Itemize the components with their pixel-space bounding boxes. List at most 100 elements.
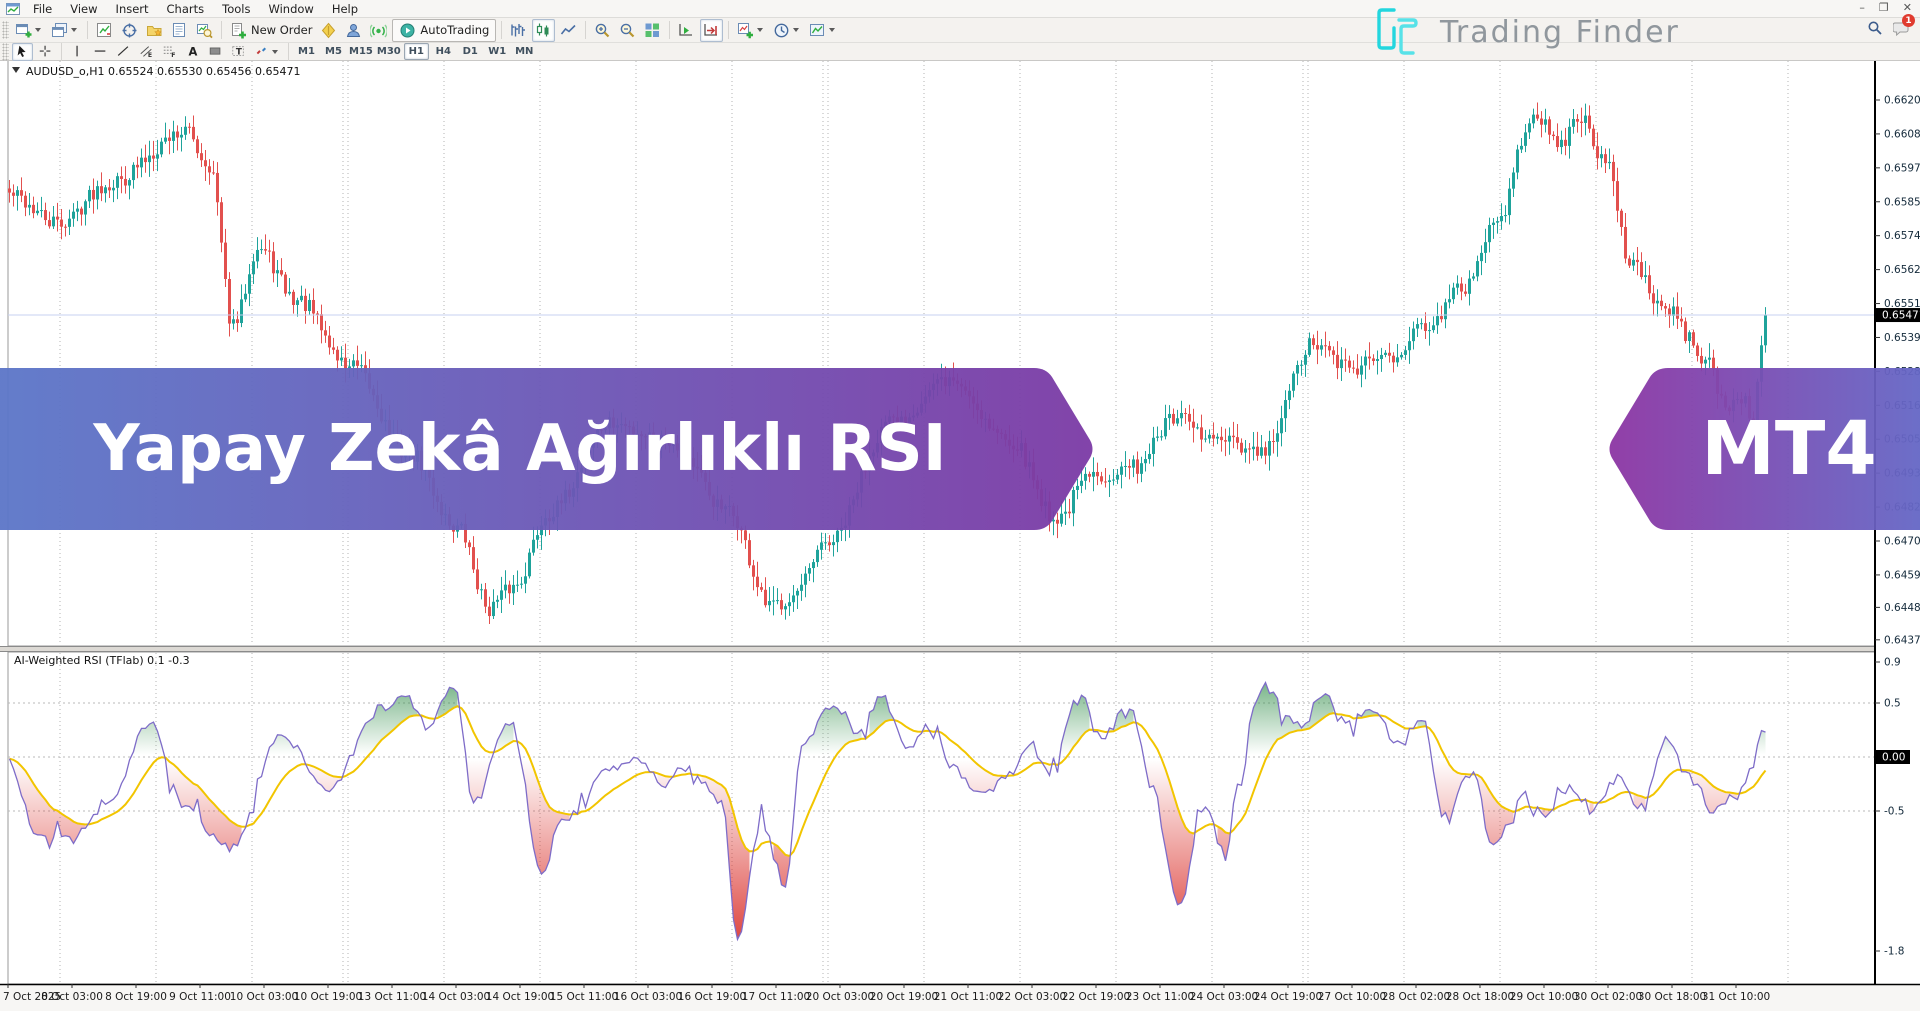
chart-shift-button[interactable] bbox=[700, 18, 724, 42]
close-button[interactable]: ✕ bbox=[1902, 1, 1912, 14]
ind-add-button[interactable] bbox=[734, 19, 768, 42]
vline-icon bbox=[76, 45, 78, 57]
data-folder-icon bbox=[147, 25, 162, 36]
restore-button[interactable]: ❐ bbox=[1878, 1, 1889, 14]
svg-text:7 Oct 2025: 7 Oct 2025 bbox=[3, 991, 61, 1003]
indicator-pane[interactable] bbox=[7, 651, 1876, 985]
chevron-down-icon[interactable] bbox=[793, 28, 800, 32]
chart-shift-icon bbox=[704, 23, 718, 36]
indicator-axis[interactable]: 0.9 0.5 -0.5 -1.8 0.00 bbox=[1875, 657, 1910, 958]
menu-view[interactable]: View bbox=[70, 1, 98, 16]
timeframe-m15[interactable]: M15 bbox=[349, 46, 373, 57]
timeframe-m5[interactable]: M5 bbox=[325, 46, 342, 57]
chart-candles-button[interactable] bbox=[532, 18, 556, 42]
zoom-out-button[interactable] bbox=[616, 19, 639, 42]
menu-help[interactable]: Help bbox=[331, 1, 359, 16]
timeframe-m1[interactable]: M1 bbox=[298, 46, 315, 57]
svg-text:29 Oct 10:00: 29 Oct 10:00 bbox=[1510, 991, 1578, 1003]
new-chart-button[interactable] bbox=[12, 19, 46, 42]
label-t-tool-button[interactable]: T bbox=[228, 43, 249, 61]
templates-button[interactable] bbox=[806, 19, 840, 42]
main-chart-pane[interactable] bbox=[7, 59, 1876, 647]
timeframe-mn[interactable]: MN bbox=[515, 46, 534, 57]
svg-text:9 Oct 11:00: 9 Oct 11:00 bbox=[169, 991, 231, 1003]
tester-button[interactable] bbox=[193, 19, 216, 42]
rsi-line bbox=[8, 681, 1766, 942]
autotrading-button[interactable]: AutoTrading bbox=[392, 18, 497, 42]
zoom-in-button[interactable] bbox=[591, 19, 614, 42]
experts-button[interactable] bbox=[342, 19, 365, 42]
crosshair-tool-button[interactable] bbox=[35, 43, 56, 61]
experts-icon bbox=[347, 23, 361, 37]
rect-tool-tool-button[interactable] bbox=[205, 43, 226, 61]
menu-window[interactable]: Window bbox=[268, 1, 314, 16]
periods-button[interactable] bbox=[770, 19, 804, 42]
timeframe-h1[interactable]: H1 bbox=[403, 43, 429, 60]
text-a-tool-button[interactable]: A bbox=[182, 43, 203, 61]
chart-line-button[interactable] bbox=[557, 19, 580, 42]
chevron-down-icon[interactable] bbox=[35, 28, 41, 32]
svg-text:E: E bbox=[148, 52, 152, 59]
symbol-dropdown-icon[interactable] bbox=[12, 67, 20, 73]
promo-banners: Yapay Zekâ Ağırlıklı RSI MT4 bbox=[0, 368, 1920, 530]
autoscroll-button[interactable] bbox=[675, 19, 698, 42]
menu-insert[interactable]: Insert bbox=[115, 1, 149, 16]
navigator-button[interactable] bbox=[118, 19, 141, 42]
new-order-button[interactable]: New Order bbox=[227, 19, 315, 42]
templates-icon bbox=[810, 23, 825, 36]
fibo-tool-button[interactable]: F bbox=[159, 43, 180, 61]
signals-button[interactable] bbox=[367, 19, 390, 42]
trendline-tool-button[interactable] bbox=[113, 43, 134, 61]
fibo-icon: F bbox=[163, 46, 175, 59]
menu-charts[interactable]: Charts bbox=[166, 1, 205, 16]
chevron-down-icon[interactable] bbox=[829, 28, 836, 32]
svg-text:24 Oct 19:00: 24 Oct 19:00 bbox=[1254, 991, 1322, 1003]
arrows-icon bbox=[256, 47, 266, 55]
profiles-button[interactable] bbox=[48, 19, 82, 42]
chart-bars-button[interactable] bbox=[507, 19, 530, 42]
zoom-out-icon bbox=[621, 23, 635, 37]
market-watch-button[interactable] bbox=[93, 19, 116, 42]
cursor-tool-button[interactable] bbox=[12, 42, 33, 61]
cursor-icon bbox=[17, 45, 26, 58]
svg-text:0.5: 0.5 bbox=[1884, 698, 1901, 710]
autotrading-label: AutoTrading bbox=[420, 23, 490, 37]
hline-tool-button[interactable] bbox=[90, 43, 111, 61]
chart-line-icon bbox=[561, 24, 576, 34]
chevron-down-icon[interactable] bbox=[272, 49, 278, 54]
minimize-button[interactable]: – bbox=[1859, 1, 1865, 14]
terminal-button[interactable] bbox=[168, 19, 191, 42]
metaeditor-icon bbox=[322, 22, 336, 38]
timeframe-w1[interactable]: W1 bbox=[488, 46, 507, 57]
svg-text:10 Oct 19:00: 10 Oct 19:00 bbox=[294, 991, 362, 1003]
chevron-down-icon[interactable] bbox=[71, 28, 77, 32]
new-order-icon bbox=[232, 22, 246, 38]
menu-file[interactable]: File bbox=[33, 1, 53, 16]
svg-text:31 Oct 10:00: 31 Oct 10:00 bbox=[1702, 991, 1770, 1003]
channel-tool-button[interactable]: E bbox=[136, 43, 157, 61]
vline-tool-button[interactable] bbox=[67, 43, 88, 61]
timeframe-h4[interactable]: H4 bbox=[435, 46, 451, 57]
menu-tools[interactable]: Tools bbox=[222, 1, 251, 16]
data-folder-button[interactable] bbox=[143, 19, 166, 42]
svg-text:8 Oct 19:00: 8 Oct 19:00 bbox=[105, 991, 167, 1003]
arrows-tool-button[interactable] bbox=[251, 43, 283, 61]
tile-windows-button[interactable] bbox=[641, 19, 664, 42]
notification-icon[interactable]: 1 bbox=[1892, 14, 1915, 40]
new-chart-icon bbox=[16, 23, 32, 37]
crosshair-icon bbox=[39, 45, 51, 57]
search-icon[interactable] bbox=[1867, 20, 1883, 40]
timeframe-m30[interactable]: M30 bbox=[376, 46, 401, 57]
pane-splitter[interactable] bbox=[0, 646, 1920, 652]
hline-icon bbox=[94, 50, 106, 52]
metaeditor-button[interactable] bbox=[317, 19, 340, 42]
timeframe-d1[interactable]: D1 bbox=[462, 46, 478, 57]
svg-text:0.9: 0.9 bbox=[1884, 657, 1901, 669]
chevron-down-icon[interactable] bbox=[757, 28, 764, 32]
left-banner bbox=[0, 368, 1093, 530]
